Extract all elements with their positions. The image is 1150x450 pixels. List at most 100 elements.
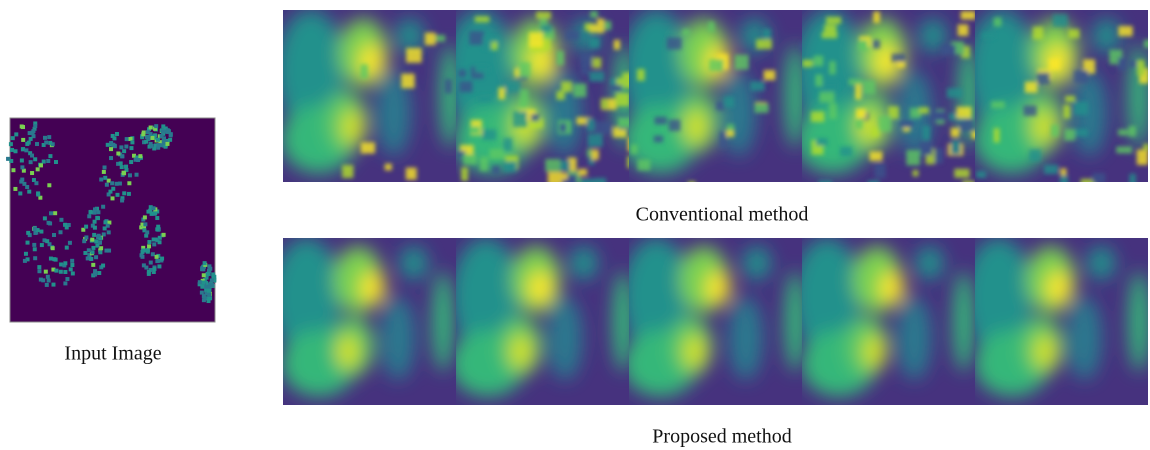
noise [1116, 146, 1132, 153]
noise [580, 179, 596, 193]
noise [755, 103, 769, 112]
noise [592, 58, 601, 69]
noise [1137, 150, 1148, 165]
speckle [84, 225, 88, 229]
speckle [54, 269, 58, 273]
speckle [93, 272, 97, 276]
noise [482, 129, 496, 140]
noise [871, 127, 879, 137]
speckle [120, 165, 124, 169]
noise [475, 16, 490, 22]
noise [873, 40, 880, 49]
speckle [143, 215, 147, 219]
noise [587, 118, 595, 131]
speckle [47, 279, 51, 283]
speckle [107, 230, 111, 234]
speckle [30, 154, 34, 158]
speckle [101, 264, 105, 268]
noise [478, 96, 491, 102]
noise [961, 11, 976, 20]
speckle [136, 158, 140, 162]
speckle [52, 233, 56, 237]
blob [338, 335, 359, 368]
noise [589, 38, 599, 48]
proposed-caption: Proposed method [652, 426, 791, 448]
blob [897, 296, 932, 380]
blob [880, 271, 904, 304]
speckle [147, 244, 151, 248]
noise [840, 147, 852, 156]
noise [913, 170, 919, 176]
speckle [83, 251, 87, 255]
speckle [47, 183, 51, 187]
noise [919, 107, 929, 114]
noise [483, 36, 491, 49]
noise [814, 56, 824, 67]
speckle [45, 283, 49, 287]
noise [561, 81, 572, 92]
speckle [44, 141, 48, 145]
input-caption: Input Image [64, 343, 161, 365]
speckle [144, 266, 148, 270]
speckle [200, 285, 204, 289]
noise [818, 181, 832, 193]
noise [1065, 96, 1075, 103]
speckle [93, 226, 97, 230]
noise [541, 25, 552, 33]
noise [863, 80, 876, 94]
noise [459, 81, 472, 92]
speckle [87, 214, 91, 218]
speckle [141, 248, 145, 252]
noise [892, 54, 906, 62]
noise [566, 31, 579, 40]
speckle [107, 249, 111, 253]
speckle [96, 216, 100, 220]
speckle [128, 173, 132, 177]
speckle [152, 206, 156, 210]
blob [916, 246, 944, 279]
heatmap [446, 10, 638, 193]
speckle [33, 256, 37, 260]
noise [492, 166, 499, 174]
noise [361, 142, 375, 153]
blob [728, 296, 763, 380]
speckle [23, 259, 27, 263]
noise [1068, 29, 1079, 38]
speckle [39, 278, 43, 282]
speckle [200, 291, 204, 295]
noise [1118, 58, 1126, 71]
noise [922, 126, 930, 141]
speckle [39, 163, 43, 167]
speckle [155, 227, 159, 231]
speckle [65, 277, 69, 281]
speckle [132, 154, 136, 158]
noise [951, 128, 960, 138]
noise [856, 109, 866, 119]
speckle [203, 261, 207, 265]
noise [727, 124, 735, 130]
speckle [115, 193, 119, 197]
speckle [156, 146, 160, 150]
noise [604, 21, 611, 30]
noise [401, 74, 414, 89]
speckle [48, 141, 52, 145]
speckle [32, 243, 36, 247]
speckle [89, 257, 93, 261]
speckle [146, 130, 150, 134]
noise [529, 32, 543, 47]
speckle [208, 267, 212, 271]
noise [858, 40, 867, 50]
noise [385, 164, 392, 171]
noise [573, 84, 586, 98]
speckle [53, 211, 57, 215]
speckle [119, 145, 123, 149]
noise [667, 37, 682, 49]
speckle [47, 135, 51, 139]
speckle [109, 156, 113, 160]
noise [956, 107, 971, 119]
speckle [120, 154, 124, 158]
noise [962, 181, 974, 188]
noise [669, 120, 681, 131]
speckle [149, 261, 153, 265]
speckle [91, 263, 95, 267]
